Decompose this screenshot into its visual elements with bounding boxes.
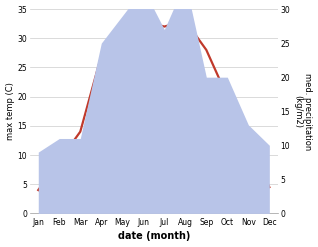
X-axis label: date (month): date (month) bbox=[118, 231, 190, 242]
Y-axis label: med. precipitation
(kg/m2): med. precipitation (kg/m2) bbox=[293, 73, 313, 150]
Y-axis label: max temp (C): max temp (C) bbox=[5, 82, 15, 140]
